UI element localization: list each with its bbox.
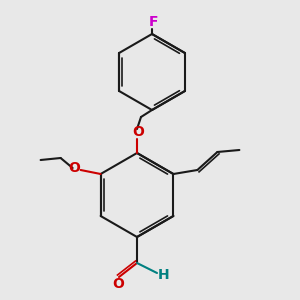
Text: O: O (132, 125, 144, 139)
Text: O: O (112, 277, 124, 291)
Text: H: H (158, 268, 170, 282)
Text: F: F (148, 15, 158, 29)
Text: O: O (69, 161, 81, 175)
